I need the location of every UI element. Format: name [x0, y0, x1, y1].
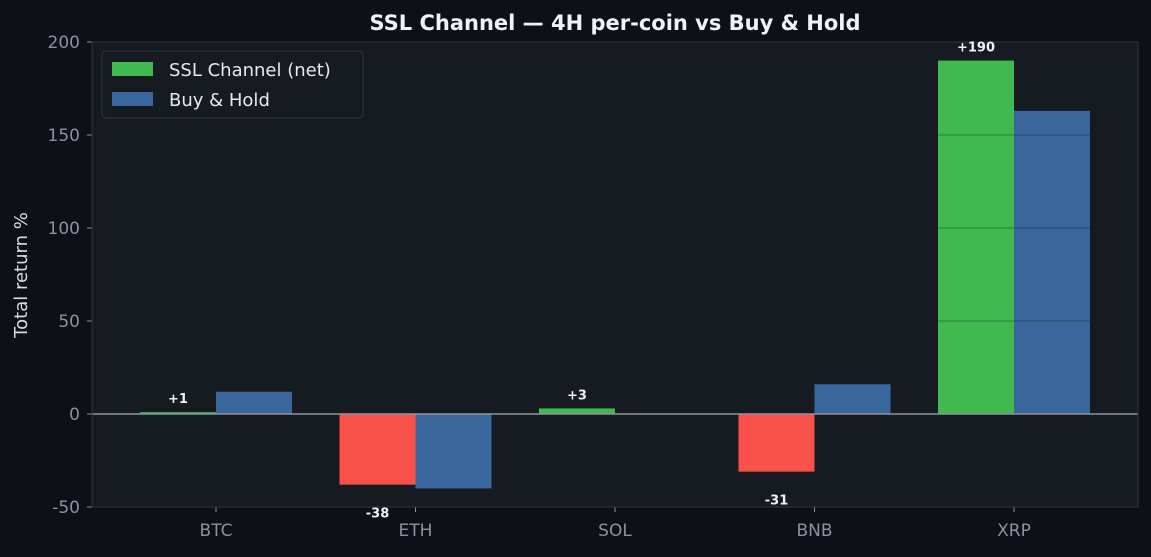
y-tick-label-100: 100	[48, 219, 80, 239]
legend-swatch-buy-hold	[112, 92, 153, 106]
y-tick-label-50: 50	[58, 312, 80, 332]
y-tick-label-150: 150	[48, 126, 80, 146]
data-label-xrp: +190	[957, 41, 995, 56]
bar-buy-hold-bnb	[814, 384, 891, 414]
y-tick-label-neg50: -50	[52, 498, 80, 518]
y-tick-label-200: 200	[48, 33, 80, 53]
data-label-btc: +1	[168, 392, 188, 407]
y-tick-label-0: 0	[69, 405, 80, 425]
x-tick-label-sol: SOL	[598, 521, 632, 541]
bar-ssl-btc	[140, 412, 216, 414]
bar-ssl-bnb	[738, 414, 815, 472]
plot-frame	[91, 41, 1139, 508]
bar-buy-hold-btc	[216, 391, 292, 414]
data-labels: +1 -38 +3 -31 +190	[168, 41, 995, 522]
legend: SSL Channel (net) Buy & Hold	[101, 50, 364, 119]
bar-buy-hold-eth	[415, 414, 492, 489]
data-label-eth: -38	[366, 507, 390, 522]
x-tick-label-btc: BTC	[200, 521, 233, 541]
y-axis-label: Total return %	[11, 212, 32, 339]
x-tick-label-bnb: BNB	[796, 521, 832, 541]
bar-ssl-sol	[539, 408, 615, 414]
x-tick-label-eth: ETH	[399, 521, 433, 541]
bar-ssl-xrp	[938, 60, 1014, 414]
bar-ssl-eth	[339, 414, 416, 485]
legend-label-ssl-channel: SSL Channel (net)	[169, 60, 331, 81]
legend-box	[101, 50, 364, 119]
legend-label-buy-hold: Buy & Hold	[169, 90, 270, 111]
chart-title: SSL Channel — 4H per-coin vs Buy & Hold	[370, 11, 861, 35]
chart-marks	[140, 60, 1090, 489]
axis-ticks: BTC ETH SOL BNB XRP -50 0 50 100 150 200	[48, 33, 1031, 541]
x-tick-label-xrp: XRP	[997, 521, 1031, 541]
legend-swatch-ssl-channel	[112, 62, 153, 76]
bar-buy-hold-xrp	[1014, 110, 1090, 414]
data-label-sol: +3	[567, 388, 587, 403]
data-label-bnb: -31	[765, 494, 789, 509]
